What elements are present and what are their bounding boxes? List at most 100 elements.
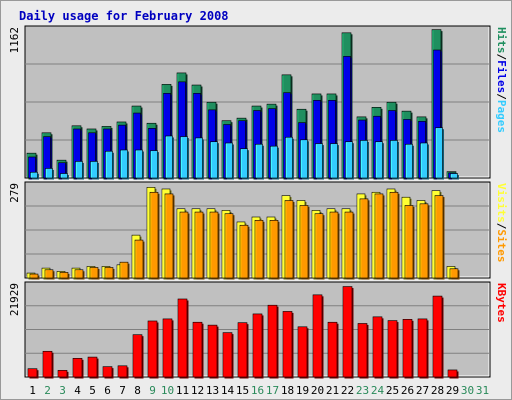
day-label: 6: [104, 384, 111, 397]
legend-sep: /: [495, 223, 508, 230]
kbytes-bar: [372, 316, 383, 378]
sites-bar: [104, 267, 114, 279]
kbytes-bar: [222, 332, 233, 378]
sites-bar: [389, 191, 399, 279]
day-label: 17: [266, 384, 279, 397]
day-label: 14: [221, 384, 235, 397]
sites-bar: [299, 205, 309, 279]
pages-bar: [210, 141, 218, 179]
kbytes-bar: [102, 366, 113, 378]
day-label: 5: [89, 384, 96, 397]
sites-bar: [44, 269, 54, 279]
kbytes-bar: [402, 319, 413, 378]
pages-bar: [420, 142, 428, 179]
day-label: 8: [134, 384, 141, 397]
pages-bar: [330, 143, 338, 179]
day-label: 7: [119, 384, 126, 397]
kbytes-bar: [162, 318, 173, 378]
sites-bar: [314, 213, 324, 279]
pages-bar: [150, 150, 158, 179]
legend-sep: /: [495, 54, 508, 61]
kbytes-bar: [342, 286, 353, 378]
sites-bar: [209, 211, 219, 279]
pages-bar: [300, 139, 308, 179]
kbytes-bar: [132, 334, 143, 378]
kbytes-bar: [42, 350, 53, 378]
sites-bar: [164, 193, 174, 279]
pages-bar: [255, 143, 263, 179]
hits-axis-max-label: 1162: [8, 27, 21, 54]
sites-bar: [269, 219, 279, 279]
kbytes-bar: [387, 320, 398, 378]
chart-title: Daily usage for February 2008: [19, 9, 229, 23]
legend-kbytes: KBytes: [495, 283, 508, 323]
pages-bar: [105, 150, 113, 179]
sites-bar: [344, 211, 354, 279]
kbytes-bar: [312, 294, 323, 378]
legend-kbytes: KBytes: [495, 283, 508, 323]
visits-axis-max-label: 279: [8, 183, 21, 203]
kbytes-bar: [72, 358, 83, 378]
pages-bar: [315, 143, 323, 179]
kbytes-bar: [447, 369, 458, 378]
day-label: 28: [431, 384, 444, 397]
kbytes-bar: [27, 368, 38, 378]
legend-sep: /: [495, 93, 508, 100]
kbytes-bar: [57, 370, 68, 378]
sites-bar: [359, 198, 369, 279]
day-label: 15: [236, 384, 249, 397]
pages-bar: [45, 168, 53, 179]
sites-bar: [224, 213, 234, 279]
day-label: 1: [29, 384, 36, 397]
sites-bar: [74, 269, 84, 279]
day-label: 9: [149, 384, 156, 397]
sites-bar: [149, 191, 159, 279]
legend-hits-files-pages: Hits/Files/Pages: [495, 27, 508, 133]
pages-bar: [135, 149, 143, 179]
kbytes-bar: [297, 326, 308, 378]
day-label: 27: [416, 384, 429, 397]
sites-bar: [254, 219, 264, 279]
pages-bar: [405, 143, 413, 179]
pages-bar: [75, 161, 83, 179]
day-label: 30: [461, 384, 474, 397]
kbytes-bar: [252, 313, 263, 378]
sites-bar: [449, 268, 459, 279]
sites-bar: [374, 193, 384, 279]
kbytes-bar: [192, 321, 203, 378]
sites-bar: [404, 205, 414, 279]
kbytes-bar: [417, 318, 428, 378]
sites-bar: [119, 261, 129, 279]
day-label: 2: [44, 384, 51, 397]
legend-files: Files: [495, 60, 508, 93]
kbytes-bar: [207, 324, 218, 378]
pages-bar: [30, 171, 38, 179]
legend-visits-sites: Visits/Sites: [495, 183, 508, 263]
pages-bar: [360, 140, 368, 179]
sites-bar: [284, 200, 294, 279]
kbytes-axis-max-label: 21929: [8, 283, 21, 316]
legend-sites: Sites: [495, 229, 508, 262]
pages-bar: [180, 136, 188, 179]
day-label: 23: [356, 384, 369, 397]
kbytes-bar: [267, 304, 278, 378]
day-label: 25: [386, 384, 399, 397]
pages-bar: [345, 141, 353, 179]
legend-hits: Hits: [495, 27, 508, 54]
day-label: 21: [326, 384, 339, 397]
sites-bar: [194, 211, 204, 279]
sites-bar: [59, 272, 69, 279]
sites-bar: [239, 224, 249, 279]
sites-bar: [419, 203, 429, 279]
legend-pages: Pages: [495, 100, 508, 133]
kbytes-bar: [147, 320, 158, 378]
kbytes-bar: [237, 322, 248, 378]
sites-bar: [134, 239, 144, 279]
legend-visits: Visits: [495, 183, 508, 223]
day-label: 29: [446, 384, 459, 397]
pages-bar: [90, 161, 98, 179]
day-label: 4: [74, 384, 81, 397]
pages-bar: [285, 136, 293, 179]
pages-bar: [390, 140, 398, 179]
